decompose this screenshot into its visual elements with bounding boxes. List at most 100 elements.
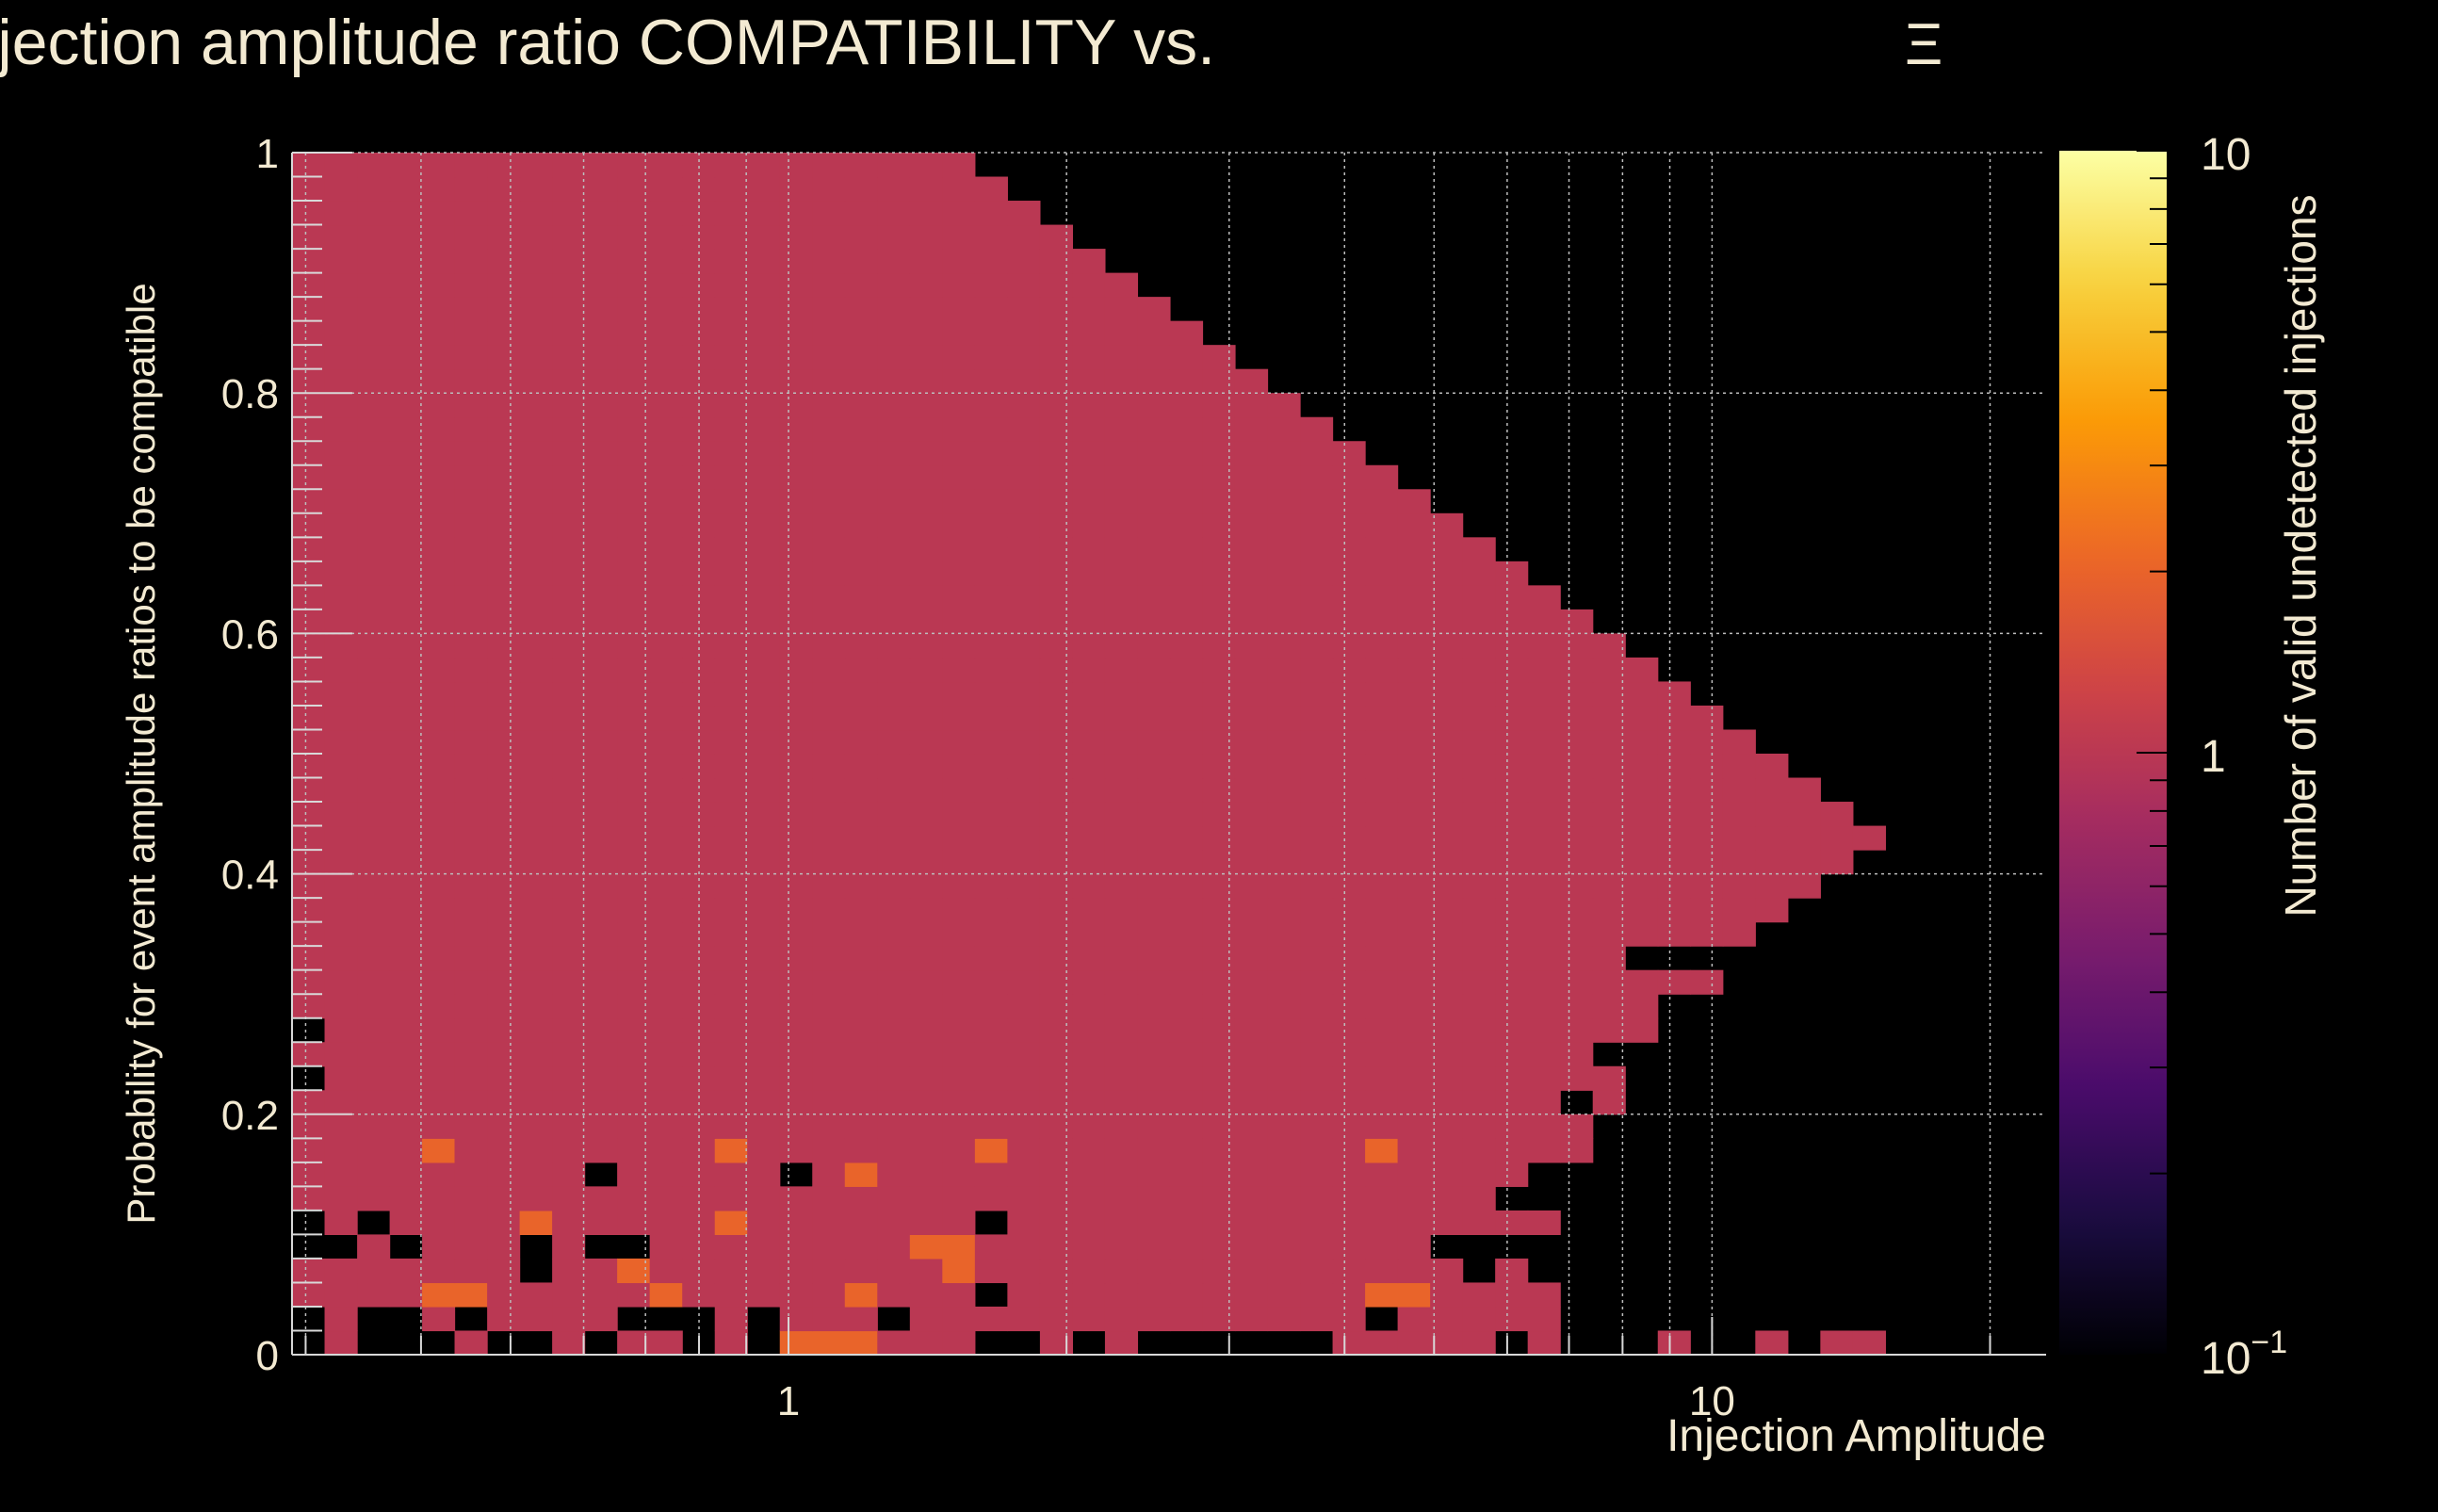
heatmap-cell [1300, 1138, 1334, 1163]
heatmap-cell [909, 729, 943, 755]
heatmap-cell [1267, 1162, 1301, 1187]
heatmap-cell [324, 297, 358, 322]
heatmap-cell [649, 1090, 683, 1115]
heatmap-cell [942, 153, 976, 178]
heatmap-cell [1365, 657, 1399, 683]
heatmap-cell [454, 1017, 488, 1043]
heatmap-cell [1007, 994, 1041, 1019]
heatmap-cell [812, 1162, 846, 1187]
heatmap-cell [1527, 681, 1561, 707]
heatmap-cell [1300, 633, 1334, 658]
heatmap-cell [1332, 729, 1366, 755]
heatmap-cell [389, 1017, 423, 1043]
heatmap-cell [357, 705, 391, 731]
heatmap-cell [487, 345, 521, 370]
heatmap-cell [1007, 224, 1041, 250]
heatmap-cell [812, 464, 846, 490]
heatmap-cell [454, 416, 488, 442]
heatmap-cell [1007, 201, 1041, 226]
heatmap-cell [1300, 657, 1334, 683]
heatmap-cell [422, 1234, 456, 1260]
heatmap-cell [1072, 1042, 1106, 1067]
heatmap-cell [844, 153, 878, 178]
heatmap-cell [942, 802, 976, 827]
heatmap-cell [292, 441, 326, 466]
heatmap-cell [357, 1017, 391, 1043]
heatmap-cell [1495, 802, 1529, 827]
heatmap-cell [909, 464, 943, 490]
heatmap-cell [844, 633, 878, 658]
heatmap-cell [649, 705, 683, 731]
heatmap-cell [1202, 416, 1236, 442]
heatmap-cell [747, 873, 781, 899]
heatmap-cell [1430, 1258, 1464, 1284]
heatmap-cell [779, 969, 813, 995]
heatmap-cell [844, 1162, 878, 1187]
heatmap-cell [942, 825, 976, 851]
heatmap-cell [584, 416, 618, 442]
heatmap-cell [1332, 657, 1366, 683]
heatmap-cell [1137, 1114, 1171, 1139]
heatmap-cell [877, 850, 911, 875]
heatmap-cell [519, 681, 553, 707]
heatmap-cell [779, 201, 813, 226]
heatmap-cell [617, 946, 651, 971]
heatmap-cell [1397, 754, 1431, 779]
heatmap-cell [1430, 1017, 1464, 1043]
heatmap-cell [942, 754, 976, 779]
heatmap-cell [1625, 969, 1659, 995]
heatmap-cell [779, 1234, 813, 1260]
heatmap-cell [1234, 946, 1269, 971]
heatmap-cell [1560, 705, 1594, 731]
heatmap-cell [1267, 609, 1301, 634]
heatmap-cell [714, 249, 748, 274]
heatmap-cell [747, 489, 781, 514]
heatmap-cell [779, 416, 813, 442]
heatmap-cell [1267, 633, 1301, 658]
heatmap-cell [909, 416, 943, 442]
heatmap-cell [389, 320, 423, 346]
heatmap-cell [1169, 489, 1204, 514]
heatmap-cell [357, 345, 391, 370]
heatmap-cell [1169, 609, 1204, 634]
heatmap-cell [1462, 1042, 1496, 1067]
heatmap-cell [389, 176, 423, 202]
heatmap-cell [584, 297, 618, 322]
heatmap-cell [779, 153, 813, 178]
heatmap-cell [1787, 777, 1821, 803]
colorbar-tick-label: 10−1 [2201, 1325, 2287, 1384]
heatmap-cell [714, 368, 748, 394]
heatmap-cell [1430, 921, 1464, 947]
heatmap-cell [1722, 850, 1756, 875]
heatmap-cell [292, 176, 326, 202]
heatmap-cell [487, 393, 521, 418]
heatmap-cell [1397, 633, 1431, 658]
heatmap-cell [1397, 946, 1431, 971]
heatmap-cell [812, 729, 846, 755]
heatmap-cell [487, 825, 521, 851]
heatmap-cell [422, 1306, 456, 1332]
heatmap-cell [1234, 1258, 1269, 1284]
heatmap-cell [1202, 609, 1236, 634]
heatmap-cell [1527, 825, 1561, 851]
heatmap-cell [877, 657, 911, 683]
heatmap-cell [357, 320, 391, 346]
heatmap-cell [1722, 921, 1756, 947]
heatmap-cell [1430, 1138, 1464, 1163]
heatmap-cell [779, 272, 813, 298]
heatmap-cell [779, 1186, 813, 1211]
heatmap-cell [974, 249, 1008, 274]
heatmap-cell [942, 633, 976, 658]
heatmap-cell [942, 464, 976, 490]
heatmap-cell [877, 1258, 911, 1284]
heatmap-cell [357, 681, 391, 707]
heatmap-cell [1137, 1306, 1171, 1332]
heatmap-cell [1072, 512, 1106, 538]
heatmap-cell [1300, 873, 1334, 899]
heatmap-cell [1560, 873, 1594, 899]
heatmap-cell [1430, 657, 1464, 683]
heatmap-cell [942, 705, 976, 731]
heatmap-cell [877, 1090, 911, 1115]
heatmap-cell [714, 946, 748, 971]
heatmap-cell [1300, 585, 1334, 610]
